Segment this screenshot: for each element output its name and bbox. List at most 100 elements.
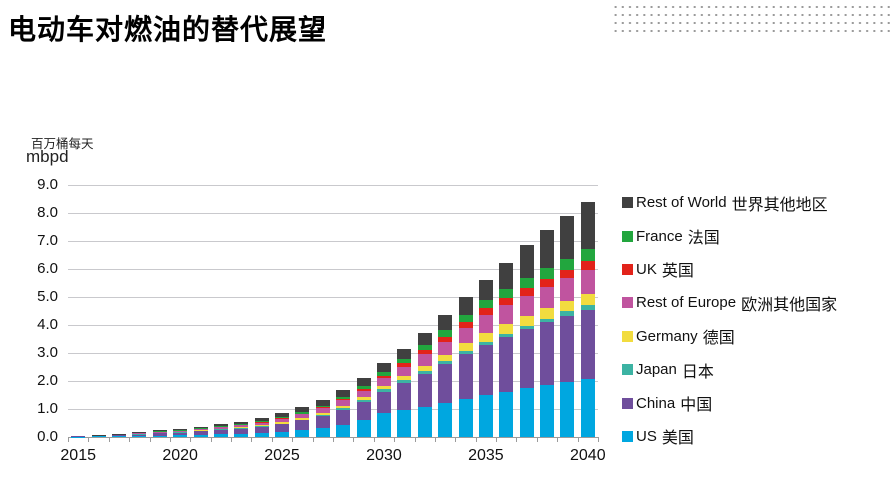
- bar-segment-japan: [438, 361, 453, 365]
- legend-swatch-icon: [622, 297, 633, 309]
- x-tick: [129, 437, 131, 442]
- bar-segment-rest-of-world: [519, 245, 534, 279]
- bar-segment-rest-of-europe: [193, 428, 208, 431]
- bar-segment-us: [91, 436, 106, 437]
- bar-segment-uk: [275, 418, 290, 420]
- legend-swatch-icon: [622, 430, 633, 442]
- x-tick: [557, 437, 559, 442]
- bar-segment-germany: [275, 422, 290, 424]
- bar-segment-us: [213, 434, 228, 437]
- bar-segment-us: [295, 430, 310, 437]
- bar-segment-rest-of-world: [111, 434, 126, 436]
- legend-label-zh: 欧洲其他国家: [741, 296, 838, 314]
- stacked-bar-2039: [560, 216, 575, 437]
- bar-segment-france: [213, 426, 228, 427]
- bar-segment-france: [295, 412, 310, 414]
- bar-segment-rest-of-europe: [356, 390, 371, 397]
- gridline: [68, 409, 598, 410]
- y-tick-label: 5.0: [37, 288, 58, 305]
- x-tick: [414, 437, 416, 442]
- bar-segment-germany: [560, 300, 575, 312]
- stacked-bar-2021: [193, 426, 208, 437]
- bar-segment-france: [458, 314, 473, 322]
- bar-segment-uk: [560, 269, 575, 279]
- bar-segment-rest-of-europe: [295, 414, 310, 419]
- stacked-bar-2024: [254, 418, 269, 437]
- bar-segment-us: [560, 382, 575, 437]
- legend-item-us: US 美国: [622, 420, 837, 453]
- bar-segment-japan: [478, 341, 493, 345]
- bar-segment-germany: [499, 324, 514, 334]
- bar-segment-germany: [519, 315, 534, 326]
- x-tick: [271, 437, 273, 442]
- bar-segment-rest-of-world: [438, 315, 453, 331]
- gridline: [68, 269, 598, 270]
- bar-segment-rest-of-world: [152, 430, 167, 432]
- bar-segment-france: [499, 288, 514, 298]
- x-tick: [312, 437, 314, 442]
- x-tick: [353, 437, 355, 442]
- bar-segment-us: [356, 420, 371, 437]
- bar-segment-us: [336, 424, 351, 437]
- stacked-bar-2025: [275, 413, 290, 437]
- legend-label-en: UK: [636, 260, 657, 278]
- bar-segment-france: [417, 345, 432, 351]
- legend-label-zh: 法国: [687, 230, 720, 248]
- bar-segment-china: [173, 432, 188, 436]
- bar-segment-uk: [254, 422, 269, 423]
- bar-segment-uk: [417, 350, 432, 355]
- legend-swatch-icon: [622, 330, 633, 342]
- bar-segment-rest-of-europe: [540, 286, 555, 309]
- bar-segment-us: [417, 406, 432, 437]
- bar-segment-rest-of-europe: [499, 305, 514, 325]
- bar-segment-japan: [519, 325, 534, 330]
- legend-swatch-icon: [622, 263, 633, 275]
- bar-segment-rest-of-europe: [315, 408, 330, 413]
- bar-segment-germany: [478, 332, 493, 342]
- bar-segment-rest-of-world: [336, 389, 351, 398]
- bar-segment-rest-of-europe: [478, 314, 493, 333]
- bar-segment-france: [580, 249, 595, 261]
- bar-segment-us: [458, 398, 473, 437]
- bar-segment-china: [295, 420, 310, 430]
- bar-segment-japan: [356, 399, 371, 402]
- bar-segment-japan: [254, 426, 269, 427]
- x-tick: [88, 437, 90, 442]
- gridline: [68, 241, 598, 242]
- bar-segment-france: [438, 330, 453, 337]
- bar-segment-rest-of-world: [397, 348, 412, 360]
- bar-segment-rest-of-world: [376, 363, 391, 373]
- bar-segment-us: [438, 402, 453, 437]
- x-tick-label: 2020: [162, 447, 198, 464]
- bar-segment-us: [254, 432, 269, 437]
- bar-segment-china: [458, 354, 473, 399]
- stacked-bar-2040: [580, 201, 595, 437]
- bar-segment-rest-of-world: [417, 333, 432, 346]
- bar-segment-us: [478, 395, 493, 437]
- bar-segment-france: [254, 421, 269, 423]
- stacked-bar-2015: [71, 436, 86, 437]
- x-tick-label: 2040: [570, 447, 606, 464]
- x-tick-label: 2030: [366, 447, 402, 464]
- bar-segment-rest-of-world: [193, 426, 208, 429]
- bar-segment-rest-of-world: [91, 435, 106, 436]
- bar-segment-china: [560, 315, 575, 383]
- bar-segment-france: [478, 300, 493, 309]
- legend-item-china: China 中国: [622, 386, 837, 419]
- stacked-bar-2037: [519, 245, 534, 437]
- bar-segment-france: [376, 372, 391, 376]
- x-tick: [536, 437, 538, 442]
- bar-segment-germany: [315, 412, 330, 415]
- bar-segment-rest-of-europe: [132, 433, 147, 434]
- bar-segment-rest-of-world: [356, 377, 371, 387]
- y-tick-label: 4.0: [37, 316, 58, 333]
- bar-segment-rest-of-world: [478, 279, 493, 301]
- y-axis-unit-chinese: 百万桶每天: [31, 137, 94, 151]
- dot-pattern-decoration: [611, 2, 893, 33]
- bar-segment-rest-of-europe: [152, 432, 167, 433]
- stacked-bar-2036: [499, 263, 514, 437]
- y-tick-label: 2.0: [37, 372, 58, 389]
- bar-segment-france: [560, 258, 575, 270]
- bar-segment-rest-of-world: [213, 424, 228, 427]
- bar-segment-uk: [499, 297, 514, 306]
